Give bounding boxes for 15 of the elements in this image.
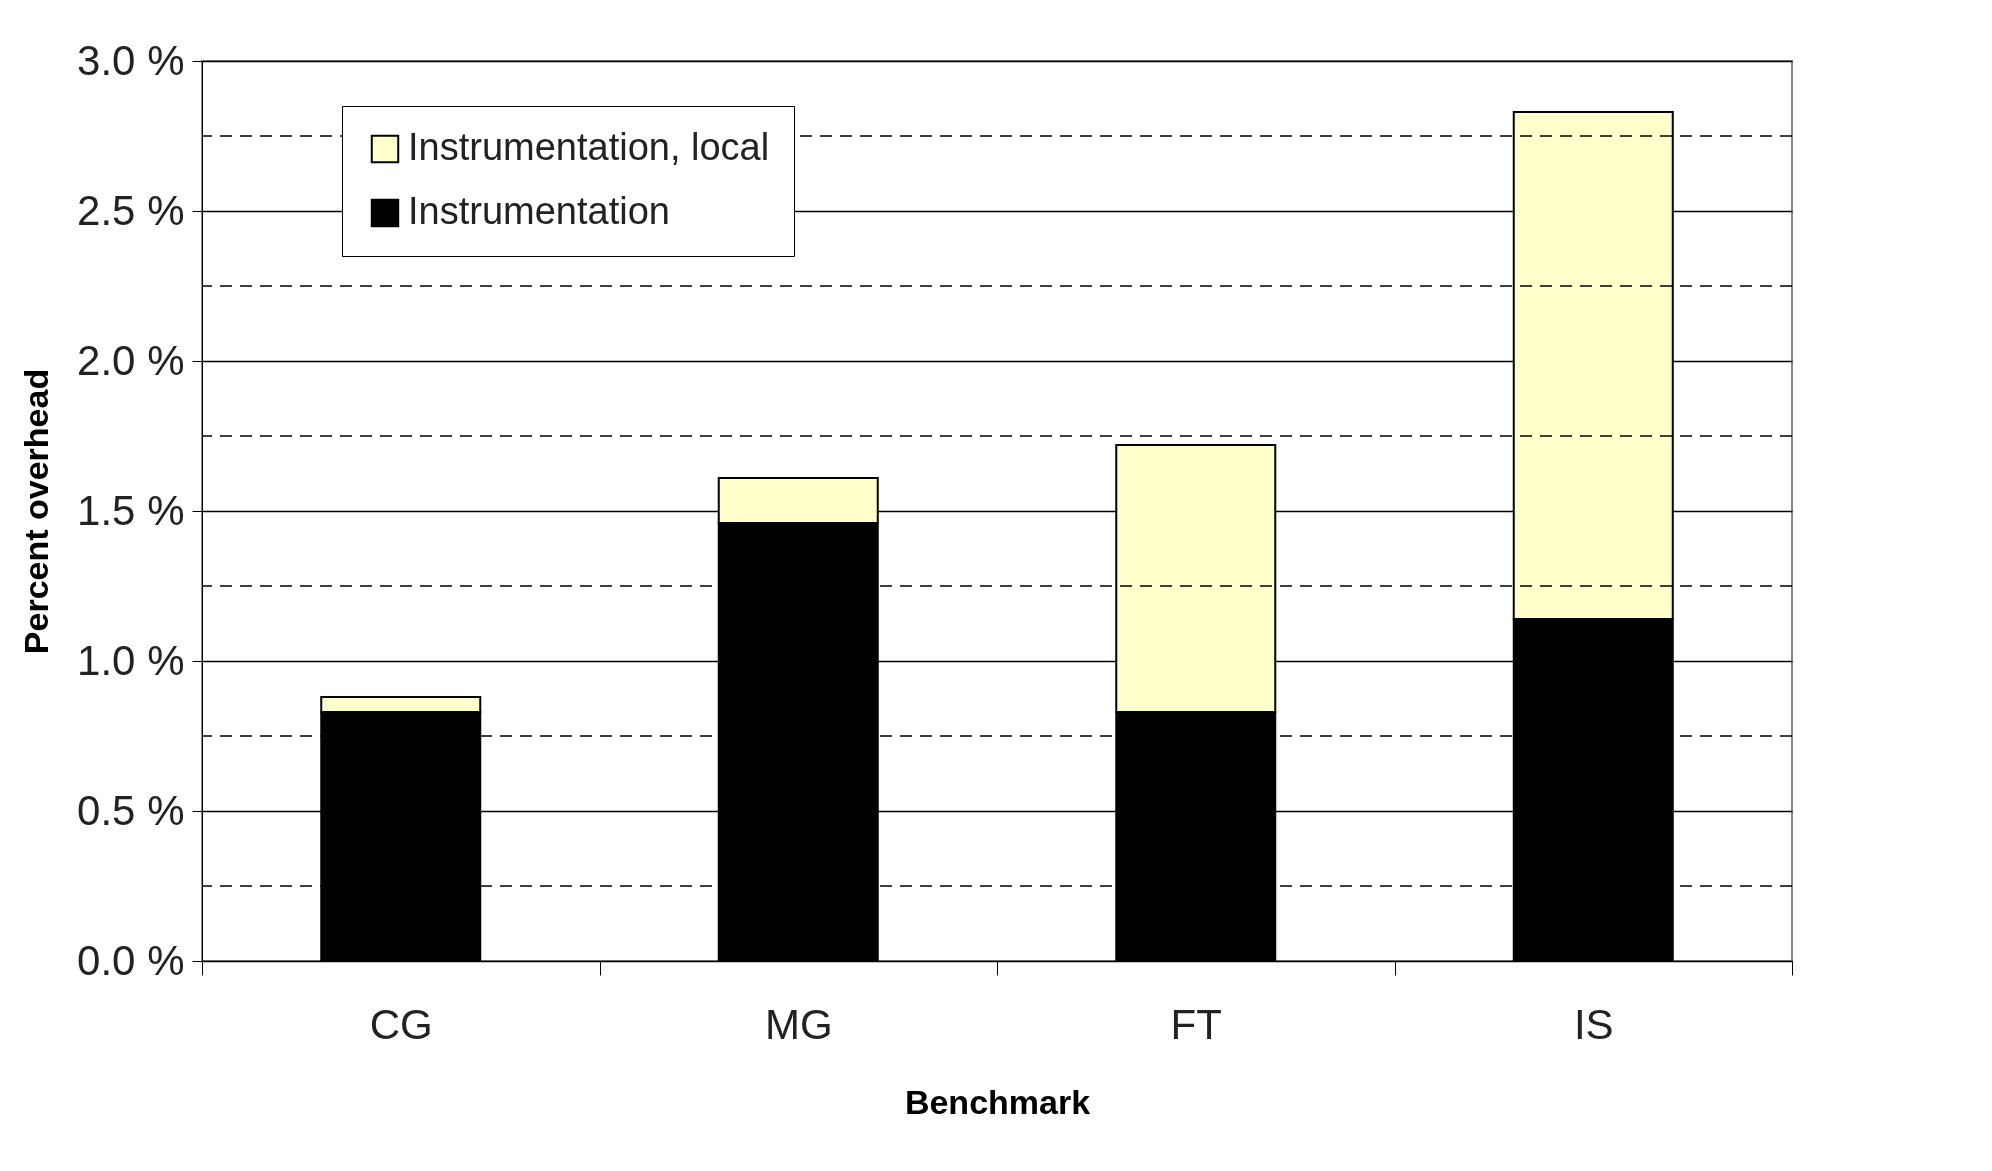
y-tick-label: 2.5 %: [77, 186, 185, 234]
legend-label: Instrumentation: [408, 190, 670, 232]
x-tick-label: FT: [1170, 1000, 1222, 1048]
legend-label: Instrumentation, local: [408, 126, 770, 168]
x-axis-title: Benchmark: [904, 1082, 1091, 1121]
y-tick-label: 3.0 %: [77, 36, 185, 84]
x-tick-label: CG: [369, 1000, 433, 1048]
y-tick-label: 0.0 %: [77, 936, 185, 984]
y-tick-label: 1.5 %: [77, 486, 185, 534]
y-tick-label: 0.5 %: [77, 786, 185, 834]
y-axis-title: Percent overhead: [17, 368, 56, 655]
x-tick-label: IS: [1573, 1000, 1614, 1048]
y-tick-label: 2.0 %: [77, 336, 185, 384]
x-tick-label: MG: [764, 1000, 833, 1048]
y-tick-label: 1.0 %: [77, 636, 185, 684]
